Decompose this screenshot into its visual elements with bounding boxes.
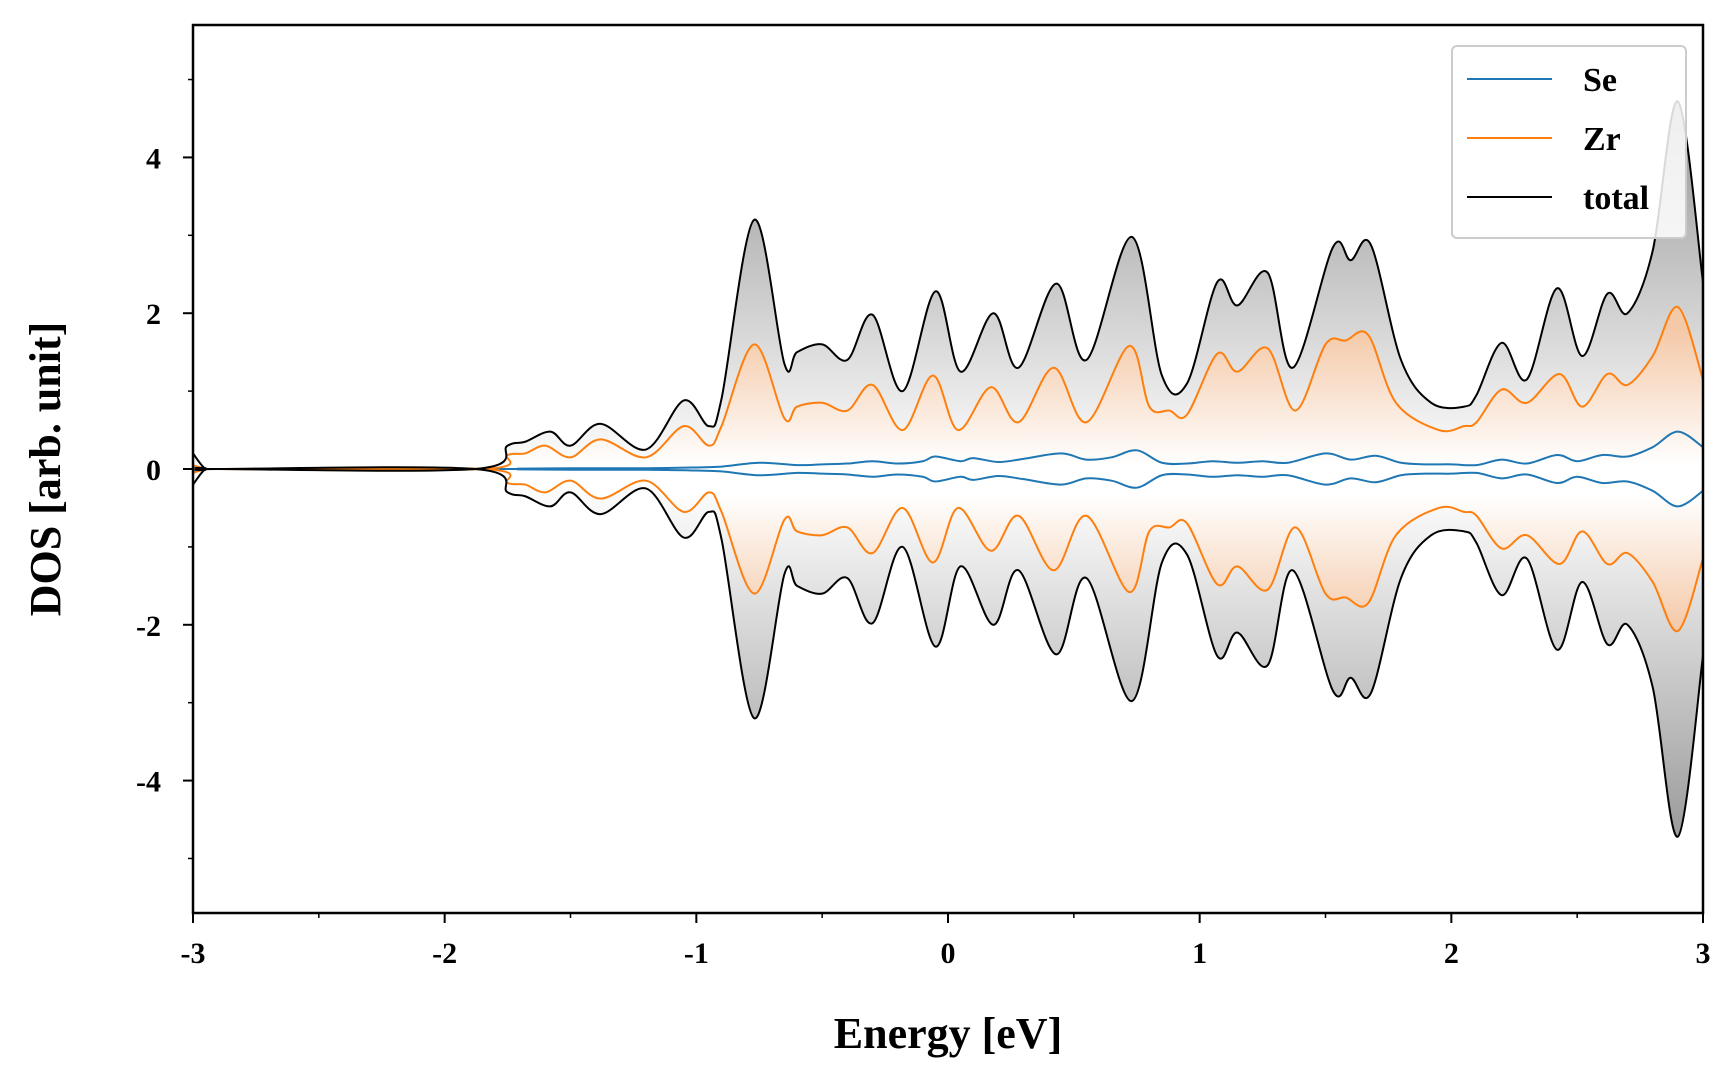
series-line-zr-down <box>193 466 1703 633</box>
legend-label-se: Se <box>1583 62 1617 99</box>
x-tick-label: -1 <box>684 937 709 970</box>
y-axis-label: DOS [arb. unit] <box>21 322 70 617</box>
x-tick-label: -2 <box>432 937 457 970</box>
series-line-total-up <box>193 100 1703 472</box>
x-tick-label: -3 <box>181 937 206 970</box>
fill-layer <box>193 101 1703 837</box>
y-axis: -4 -2 0 2 4 <box>136 78 193 860</box>
y-tick-label: 4 <box>146 142 161 175</box>
y-tick-label: 2 <box>146 298 161 331</box>
y-tick-label: -4 <box>136 766 161 799</box>
y-tick-label: 0 <box>146 454 161 487</box>
series-line-total-down <box>193 466 1703 838</box>
legend: Se Zr total <box>1451 45 1687 239</box>
series-line-se-up <box>193 430 1703 471</box>
x-axis-label: Energy [eV] <box>834 1009 1063 1058</box>
series-line-zr-up <box>193 305 1703 472</box>
series-layer <box>193 100 1703 838</box>
x-axis: -3 -2 -1 0 1 2 3 <box>181 913 1711 970</box>
x-tick-label: 3 <box>1696 937 1711 970</box>
x-tick-label: 1 <box>1192 937 1207 970</box>
series-line-se-down <box>193 467 1703 508</box>
legend-box <box>1451 45 1687 239</box>
x-tick-label: 0 <box>941 937 956 970</box>
legend-label-zr: Zr <box>1583 121 1621 158</box>
zr-fill <box>193 306 1703 632</box>
x-tick-label: 2 <box>1444 937 1459 970</box>
y-tick-label: -2 <box>136 610 161 643</box>
legend-label-total: total <box>1583 180 1649 217</box>
